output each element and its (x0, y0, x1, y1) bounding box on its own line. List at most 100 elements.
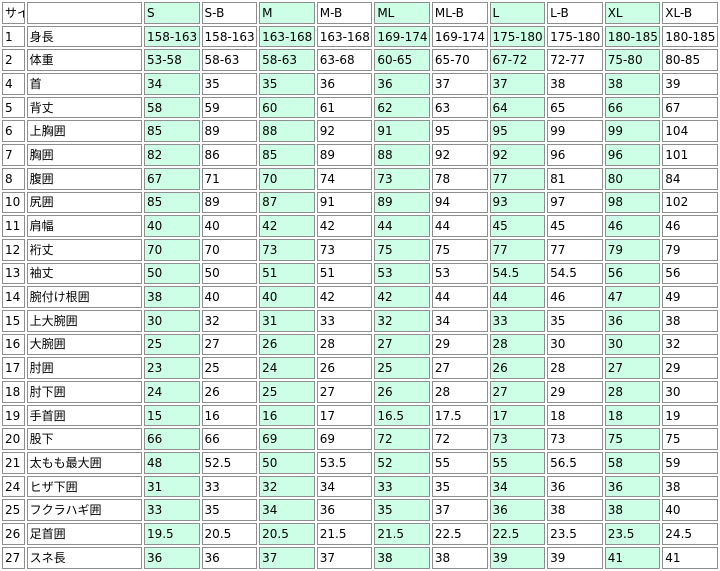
size-header-cell: S-B (201, 2, 258, 24)
size-value-cell: 16.5 (374, 404, 430, 427)
size-value-cell: 92 (316, 120, 373, 143)
size-value-cell: 24.5 (662, 523, 718, 545)
size-value-cell: 31 (143, 475, 200, 498)
size-value-cell: 88 (374, 144, 430, 166)
row-number-cell: 27 (2, 546, 25, 569)
size-value-cell: 56 (604, 262, 661, 285)
size-value-cell: 16 (259, 404, 315, 427)
measurement-name-cell: 上胸囲 (26, 120, 142, 143)
measurement-name-cell: スネ長 (26, 546, 142, 569)
size-value-cell: 80-85 (662, 49, 718, 72)
size-value-cell: 104 (662, 120, 718, 143)
size-value-cell: 66 (201, 428, 258, 451)
row-number-cell: 8 (2, 167, 25, 190)
row-number-cell: 14 (2, 286, 25, 308)
measurement-name-cell: ヒザ下囲 (26, 475, 142, 498)
size-value-cell: 36 (374, 73, 430, 95)
header-label-cell: サイズ (2, 2, 25, 24)
size-value-cell: 33 (143, 499, 200, 522)
row-number-cell: 4 (2, 73, 25, 95)
size-value-cell: 19.5 (143, 523, 200, 545)
size-value-cell: 33 (374, 475, 430, 498)
size-value-cell: 45 (547, 215, 603, 237)
size-value-cell: 48 (143, 452, 200, 474)
table-row: 27 スネ長 36 36 37 37 38 38 39 39 41 41 (2, 546, 718, 569)
size-value-cell: 71 (201, 167, 258, 190)
measurement-name-cell: 足首囲 (26, 523, 142, 545)
row-number-cell: 10 (2, 191, 25, 214)
size-value-cell: 42 (259, 215, 315, 237)
size-value-cell: 26 (259, 333, 315, 356)
measurement-name-cell: 腹囲 (26, 167, 142, 190)
row-number-cell: 20 (2, 428, 25, 451)
size-value-cell: 23.5 (604, 523, 661, 545)
table-row: 20 股下 66 66 69 69 72 72 73 73 75 75 (2, 428, 718, 451)
size-value-cell: 36 (604, 309, 661, 332)
measurement-name-cell: 肩幅 (26, 215, 142, 237)
size-value-cell: 91 (316, 191, 373, 214)
size-value-cell: 37 (316, 546, 373, 569)
size-value-cell: 92 (431, 144, 488, 166)
size-value-cell: 97 (547, 191, 603, 214)
size-value-cell: 35 (201, 499, 258, 522)
measurement-name-cell: 袖丈 (26, 262, 142, 285)
size-value-cell: 63-68 (316, 49, 373, 72)
size-value-cell: 20.5 (201, 523, 258, 545)
size-value-cell: 85 (143, 120, 200, 143)
size-value-cell: 34 (143, 73, 200, 95)
size-value-cell: 33 (201, 475, 258, 498)
size-value-cell: 38 (604, 73, 661, 95)
size-value-cell: 35 (431, 475, 488, 498)
row-number-cell: 6 (2, 120, 25, 143)
size-value-cell: 38 (604, 499, 661, 522)
size-value-cell: 36 (547, 475, 603, 498)
table-row: 17 肘囲 23 25 24 26 25 27 26 28 27 29 (2, 357, 718, 379)
size-value-cell: 36 (143, 546, 200, 569)
size-value-cell: 25 (143, 333, 200, 356)
table-row: 5 背丈 58 59 60 61 62 63 64 65 66 67 (2, 96, 718, 119)
size-value-cell: 96 (604, 144, 661, 166)
size-value-cell: 34 (431, 309, 488, 332)
size-value-cell: 58 (604, 452, 661, 474)
size-value-cell: 74 (316, 167, 373, 190)
size-value-cell: 30 (604, 333, 661, 356)
size-value-cell: 18 (547, 404, 603, 427)
size-value-cell: 102 (662, 191, 718, 214)
row-number-cell: 13 (2, 262, 25, 285)
size-value-cell: 75 (604, 428, 661, 451)
size-value-cell: 59 (662, 452, 718, 474)
size-value-cell: 36 (604, 475, 661, 498)
size-value-cell: 77 (547, 238, 603, 261)
size-value-cell: 93 (489, 191, 546, 214)
size-value-cell: 27 (604, 357, 661, 379)
table-row: 15 上大腕囲 30 32 31 33 32 34 33 35 36 38 (2, 309, 718, 332)
size-value-cell: 39 (489, 546, 546, 569)
size-value-cell: 175-180 (547, 25, 603, 48)
measurement-name-cell: 身長 (26, 25, 142, 48)
size-value-cell: 60-65 (374, 49, 430, 72)
size-value-cell: 53 (374, 262, 430, 285)
table-row: 4 首 34 35 35 36 36 37 37 38 38 39 (2, 73, 718, 95)
size-value-cell: 95 (431, 120, 488, 143)
row-number-cell: 1 (2, 25, 25, 48)
size-value-cell: 32 (201, 309, 258, 332)
size-value-cell: 40 (143, 215, 200, 237)
row-number-cell: 2 (2, 49, 25, 72)
row-number-cell: 25 (2, 499, 25, 522)
size-value-cell: 44 (489, 286, 546, 308)
table-row: 24 ヒザ下囲 31 33 32 34 33 35 34 36 36 38 (2, 475, 718, 498)
size-value-cell: 86 (201, 144, 258, 166)
size-value-cell: 88 (259, 120, 315, 143)
size-header-cell: XL-B (662, 2, 718, 24)
size-value-cell: 158-163 (201, 25, 258, 48)
size-value-cell: 30 (143, 309, 200, 332)
size-value-cell: 64 (489, 96, 546, 119)
size-value-cell: 55 (431, 452, 488, 474)
size-value-cell: 24 (259, 357, 315, 379)
size-value-cell: 39 (662, 73, 718, 95)
row-number-cell: 12 (2, 238, 25, 261)
row-number-cell: 17 (2, 357, 25, 379)
row-number-cell: 24 (2, 475, 25, 498)
